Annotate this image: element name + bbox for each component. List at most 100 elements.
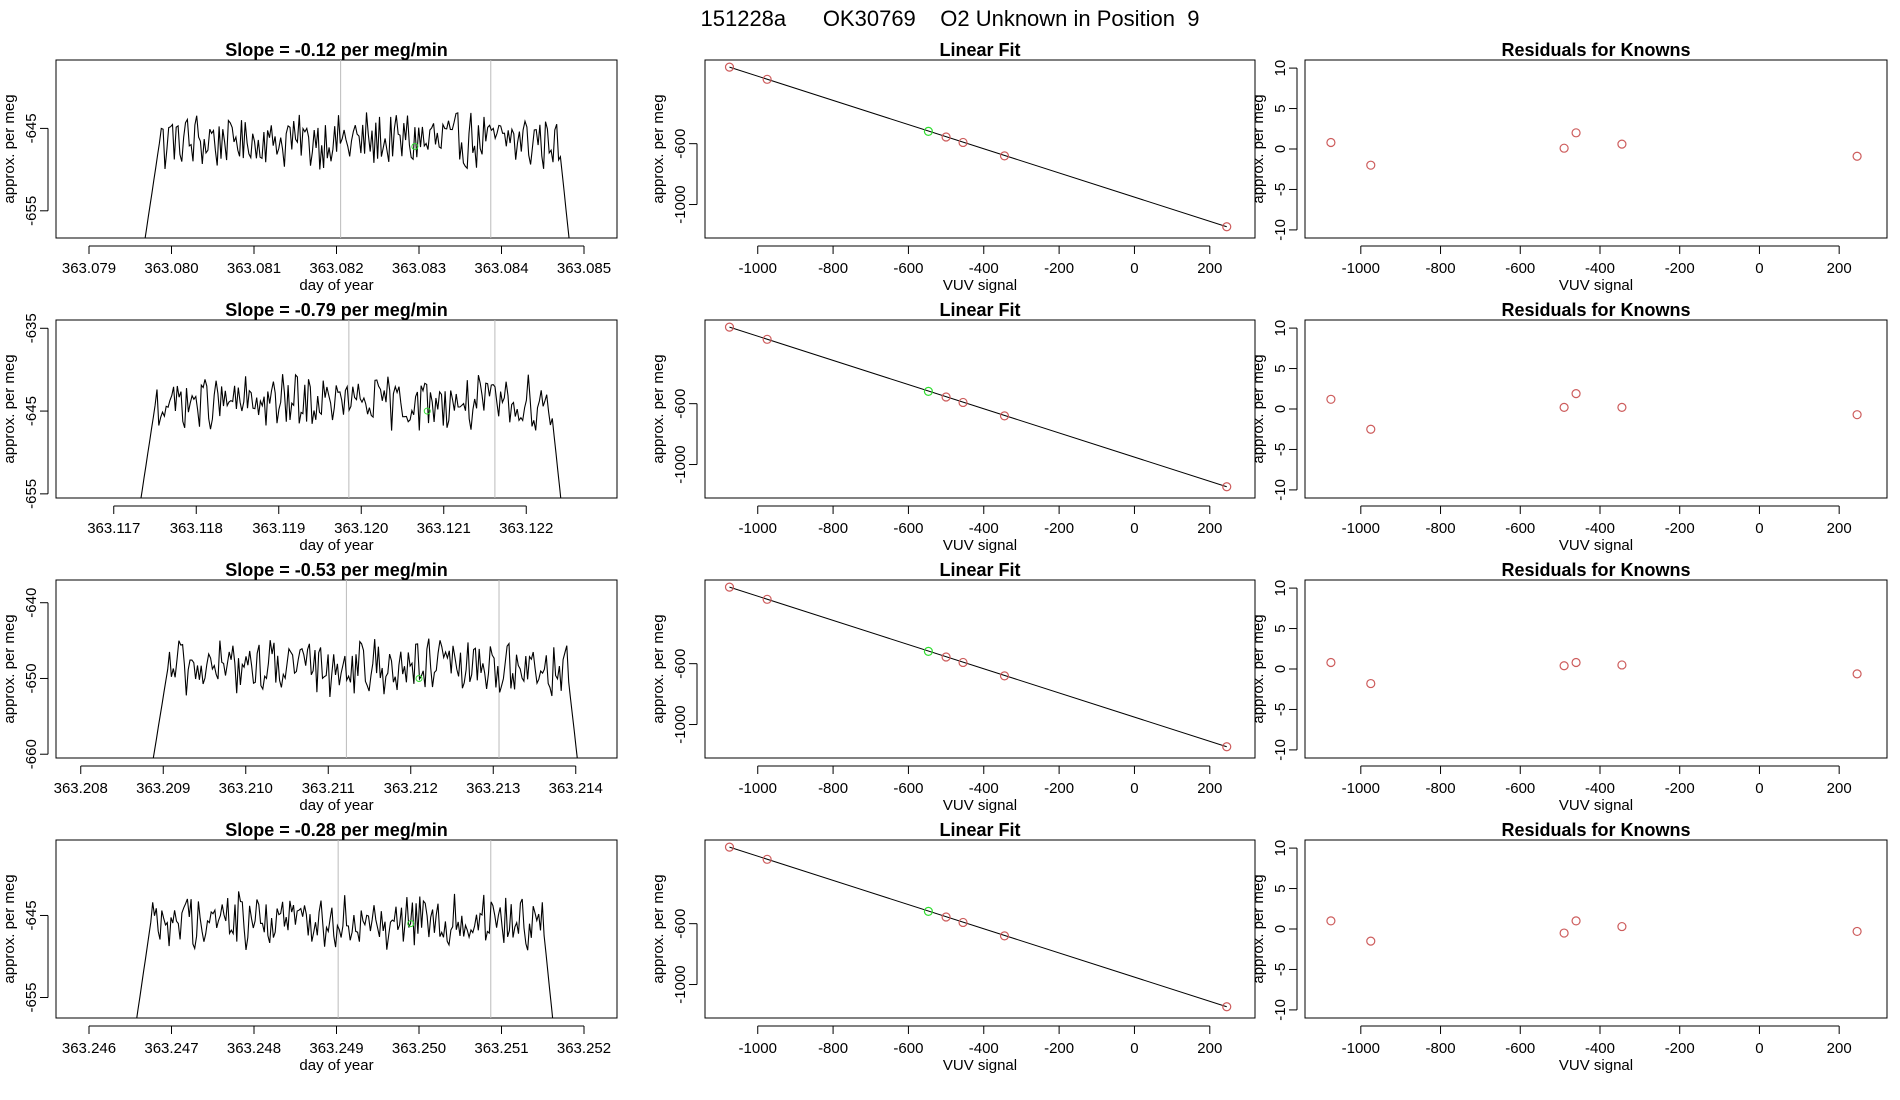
panel-title: Slope = -0.79 per meg/min: [225, 300, 448, 320]
x-tick-label: -800: [1426, 260, 1456, 277]
unknown-sample-point: [923, 386, 933, 396]
x-tick-label: -600: [1505, 780, 1535, 797]
x-tick-label: 363.209: [136, 780, 190, 797]
x-tick-label: -400: [969, 520, 999, 537]
y-tick-label: -5: [1272, 703, 1289, 716]
y-tick-label: -10: [1272, 219, 1289, 241]
y-tick-label: -600: [672, 129, 689, 159]
x-axis-label: VUV signal: [1559, 277, 1633, 294]
plot-area: [1326, 657, 1862, 689]
panel-1-0: Slope = -0.79 per meg/min 363.117 363.118 3…: [1, 300, 618, 554]
x-tick-label: -400: [1585, 520, 1615, 537]
known-standard-point: [724, 842, 735, 852]
fit-line: [729, 846, 1227, 1008]
panel-1-2: Residuals for Knowns-1000 -800 -600 -400 -20…: [1250, 300, 1888, 554]
x-tick-label: -600: [893, 1040, 923, 1057]
x-tick-label: 363.214: [549, 780, 603, 797]
known-standard-point: [724, 582, 735, 592]
known-standard-point: [1559, 661, 1569, 671]
known-standard-point: [1571, 916, 1581, 926]
x-tick-label: -600: [893, 780, 923, 797]
x-tick-label: -800: [1426, 1040, 1456, 1057]
x-tick-label: 363.119: [252, 520, 305, 537]
x-tick-label: -800: [1426, 520, 1456, 537]
x-tick-label: 0: [1130, 260, 1138, 277]
time-series-trace: [136, 891, 554, 1018]
y-tick-label: 5: [1272, 884, 1289, 892]
x-tick-label: 200: [1827, 780, 1852, 797]
x-tick-label: -800: [818, 1040, 848, 1057]
plot-frame: [704, 319, 1256, 499]
known-standard-point: [1617, 402, 1627, 412]
unknown-sample-point: [411, 143, 419, 151]
y-axis-label: approx. per meg: [1250, 94, 1267, 203]
x-axis-label: VUV signal: [943, 797, 1017, 814]
fit-line: [729, 586, 1227, 748]
known-standard-point: [1222, 482, 1232, 492]
y-tick-label: -655: [23, 479, 40, 509]
y-tick-label: -1000: [672, 705, 689, 743]
plot-area: [724, 322, 1232, 492]
x-tick-label: -400: [1585, 1040, 1615, 1057]
known-standard-point: [999, 151, 1010, 161]
y-tick-label: -5: [1272, 443, 1289, 456]
panel-3-1: Linear Fit -1000 -800 -600 -400 -200 0 200 VUV s…: [650, 820, 1256, 1074]
x-tick-label: 363.248: [227, 1040, 281, 1057]
y-tick-label: -645: [23, 113, 40, 143]
known-standard-point: [1366, 936, 1376, 946]
known-standard-point: [1617, 921, 1627, 932]
x-tick-label: 200: [1827, 1040, 1852, 1057]
y-tick-label: -5: [1272, 183, 1289, 196]
x-tick-label: -400: [1585, 260, 1615, 277]
known-standard-point: [724, 322, 735, 332]
known-standard-point: [762, 74, 772, 84]
known-standard-point: [1852, 151, 1862, 161]
y-axis-label: approx. per meg: [1, 614, 18, 723]
x-axis-label: VUV signal: [943, 277, 1017, 294]
x-tick-label: 0: [1755, 260, 1763, 277]
panel-title: Slope = -0.12 per meg/min: [225, 40, 448, 60]
panel-title: Slope = -0.28 per meg/min: [225, 820, 448, 840]
known-standard-point: [762, 334, 772, 344]
known-standard-point: [999, 931, 1010, 941]
plot-frame: [1304, 319, 1888, 499]
x-tick-label: -600: [1505, 1040, 1535, 1057]
time-series-trace: [140, 373, 562, 498]
x-tick-label: -200: [1044, 1040, 1074, 1057]
known-standard-point: [1222, 222, 1232, 232]
x-tick-label: 363.084: [474, 260, 528, 277]
y-tick-label: 10: [1272, 60, 1289, 77]
panel-title: Residuals for Knowns: [1501, 300, 1690, 320]
panel-title: Linear Fit: [939, 40, 1020, 60]
unknown-sample-point: [923, 646, 933, 656]
x-tick-label: 200: [1197, 1040, 1222, 1057]
x-axis-label: VUV signal: [943, 1057, 1017, 1074]
x-tick-label: 0: [1130, 780, 1138, 797]
y-axis-label: approx. per meg: [650, 94, 667, 203]
x-tick-label: -1000: [1342, 520, 1380, 537]
unknown-sample-point: [423, 407, 431, 415]
x-tick-label: 363.117: [87, 520, 140, 537]
known-standard-point: [958, 657, 968, 668]
known-standard-point: [1852, 926, 1862, 937]
known-standard-point: [1571, 389, 1581, 399]
known-standard-point: [1326, 137, 1336, 148]
y-tick-label: 0: [1272, 405, 1289, 413]
x-tick-label: -200: [1044, 520, 1074, 537]
plot-frame: [55, 839, 618, 1019]
page-title: 151228a OK30769 O2 Unknown in Position 9: [700, 6, 1200, 31]
x-axis-label: day of year: [299, 277, 373, 294]
x-tick-label: -1000: [1342, 260, 1380, 277]
x-tick-label: -800: [818, 520, 848, 537]
plot-frame: [55, 319, 618, 499]
y-axis-label: approx. per meg: [1, 874, 18, 983]
x-tick-label: -400: [969, 260, 999, 277]
x-tick-label: -600: [893, 520, 923, 537]
x-tick-label: -800: [818, 260, 848, 277]
y-tick-label: -600: [672, 649, 689, 679]
time-series-trace: [144, 112, 570, 238]
plot-area: [1326, 128, 1862, 170]
x-tick-label: -1000: [739, 780, 777, 797]
fit-line: [729, 326, 1227, 488]
